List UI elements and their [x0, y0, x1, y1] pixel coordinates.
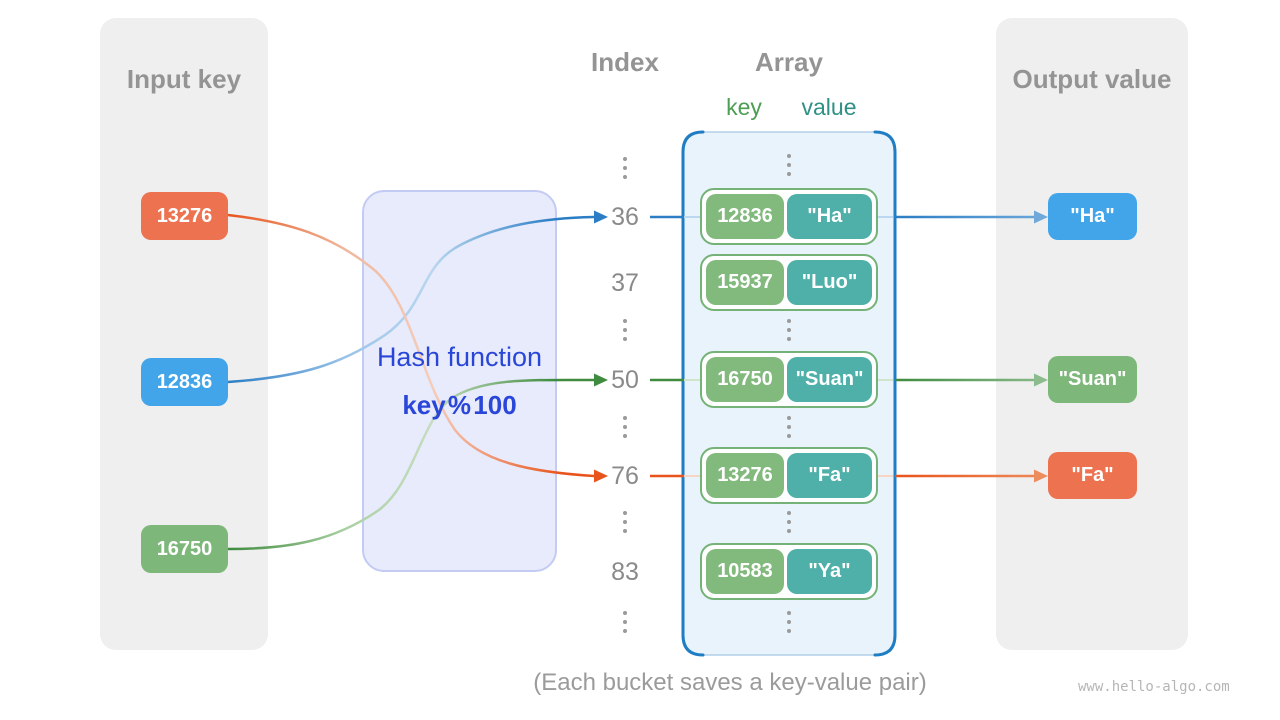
- hash-function-title: Hash function: [376, 342, 543, 372]
- bucket-key: 13276: [706, 453, 784, 498]
- index-83: 83: [611, 558, 639, 586]
- vertical-ellipsis: [623, 511, 627, 533]
- curve-13276-to-76: [227, 213, 595, 478]
- bucket-key: 12836: [706, 194, 784, 239]
- vertical-ellipsis: [623, 157, 627, 179]
- curve-12836-to-36: [227, 215, 595, 384]
- vertical-ellipsis: [787, 416, 791, 438]
- curve-16750-to-50: [227, 378, 595, 551]
- bucket-value: "Luo": [787, 260, 872, 305]
- bucket-row-50: 16750 "Suan": [700, 351, 878, 408]
- vertical-ellipsis: [623, 416, 627, 438]
- array-left-brace: [681, 130, 705, 657]
- bucket-row-37: 15937 "Luo": [700, 254, 878, 311]
- input-key-12836: 12836: [141, 358, 228, 406]
- arrowhead-index-36: [594, 210, 608, 224]
- index-header: Index: [591, 47, 659, 77]
- bucket-key: 15937: [706, 260, 784, 305]
- vertical-ellipsis: [787, 319, 791, 341]
- arrowhead-output-ha: [1034, 210, 1048, 224]
- bucket-value: "Suan": [787, 357, 872, 402]
- watermark: www.hello-algo.com: [1078, 679, 1230, 695]
- array-header: Array: [755, 47, 823, 77]
- bucket-key: 16750: [706, 357, 784, 402]
- output-value-suan: "Suan": [1048, 356, 1137, 403]
- vertical-ellipsis: [787, 154, 791, 176]
- index-76: 76: [611, 462, 639, 490]
- vertical-ellipsis: [623, 611, 627, 633]
- input-key-16750: 16750: [141, 525, 228, 573]
- bucket-value: "Ha": [787, 194, 872, 239]
- output-value-ha: "Ha": [1048, 193, 1137, 240]
- output-value-fa: "Fa": [1048, 452, 1137, 499]
- vertical-ellipsis: [787, 511, 791, 533]
- input-panel-title: Input key: [126, 64, 242, 94]
- vertical-ellipsis: [623, 319, 627, 341]
- bucket-key: 10583: [706, 549, 784, 594]
- arrowhead-output-suan: [1034, 373, 1048, 387]
- arrowhead-index-50: [594, 373, 608, 387]
- bucket-value: "Ya": [787, 549, 872, 594]
- value-column-label: value: [801, 94, 857, 120]
- array-right-brace: [873, 130, 897, 657]
- arrowhead-output-fa: [1034, 469, 1048, 483]
- bucket-row-83: 10583 "Ya": [700, 543, 878, 600]
- vertical-ellipsis: [787, 611, 791, 633]
- index-37: 37: [611, 269, 639, 297]
- index-50: 50: [611, 366, 639, 394]
- bucket-row-76: 13276 "Fa": [700, 447, 878, 504]
- bucket-value: "Fa": [787, 453, 872, 498]
- arrowhead-index-76: [594, 469, 608, 483]
- bucket-row-36: 12836 "Ha": [700, 188, 878, 245]
- output-panel-title: Output value: [1012, 64, 1172, 94]
- index-36: 36: [611, 203, 639, 231]
- caption: (Each bucket saves a key-value pair): [533, 669, 927, 696]
- key-column-label: key: [726, 94, 762, 120]
- hash-function-formula: key % 100: [402, 390, 517, 420]
- input-key-13276: 13276: [141, 192, 228, 240]
- output-value-panel: Output value: [996, 18, 1188, 650]
